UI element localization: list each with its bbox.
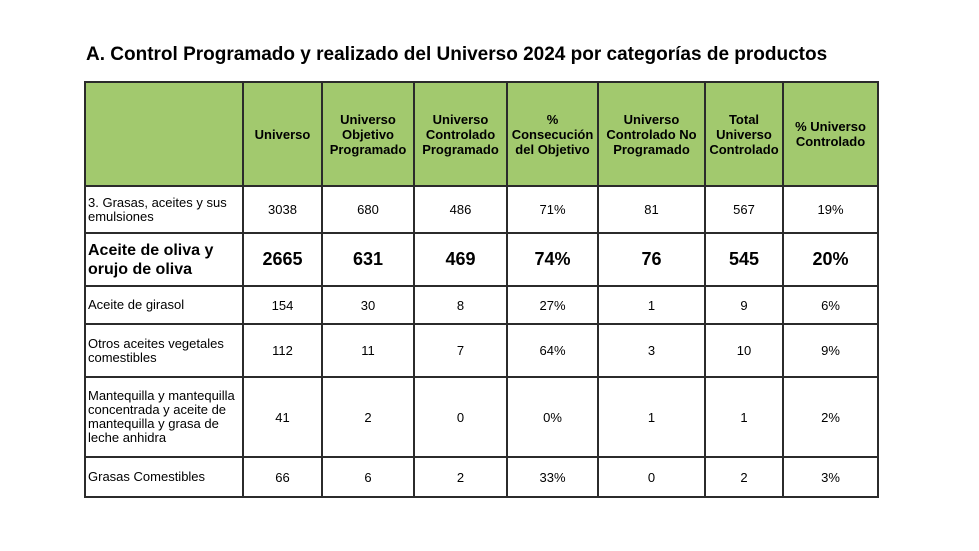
cell: 9 bbox=[704, 285, 784, 325]
cell: 567 bbox=[704, 185, 784, 234]
header-controlado-programado: Universo Controlado Programado bbox=[413, 81, 508, 187]
table-row: Otros aceites vegetales comestibles 112 … bbox=[84, 323, 879, 378]
cell: 6% bbox=[782, 285, 879, 325]
cell: 2% bbox=[782, 376, 879, 458]
cell: 6 bbox=[321, 456, 415, 498]
cell: 2 bbox=[321, 376, 415, 458]
cell: 631 bbox=[321, 232, 415, 287]
data-table: Universo Universo Objetivo Programado Un… bbox=[84, 81, 879, 498]
cell: 71% bbox=[506, 185, 599, 234]
cell: 3% bbox=[782, 456, 879, 498]
table-row: 3. Grasas, aceites y sus emulsiones 3038… bbox=[84, 185, 879, 234]
cell: 2 bbox=[704, 456, 784, 498]
row-label: 3. Grasas, aceites y sus emulsiones bbox=[84, 185, 244, 234]
cell: 7 bbox=[413, 323, 508, 378]
page-title: A. Control Programado y realizado del Un… bbox=[86, 44, 828, 65]
cell: 41 bbox=[242, 376, 323, 458]
cell: 3038 bbox=[242, 185, 323, 234]
table-row-highlighted: Aceite de oliva y orujo de oliva 2665 63… bbox=[84, 232, 879, 287]
cell: 0 bbox=[413, 376, 508, 458]
header-objetivo-programado: Universo Objetivo Programado bbox=[321, 81, 415, 187]
cell: 1 bbox=[704, 376, 784, 458]
cell: 1 bbox=[597, 376, 706, 458]
cell: 19% bbox=[782, 185, 879, 234]
cell: 469 bbox=[413, 232, 508, 287]
cell: 9% bbox=[782, 323, 879, 378]
header-row: Universo Universo Objetivo Programado Un… bbox=[84, 81, 879, 187]
cell: 8 bbox=[413, 285, 508, 325]
header-category bbox=[84, 81, 244, 187]
cell: 0% bbox=[506, 376, 599, 458]
cell: 545 bbox=[704, 232, 784, 287]
cell: 154 bbox=[242, 285, 323, 325]
row-label: Aceite de girasol bbox=[84, 285, 244, 325]
cell: 0 bbox=[597, 456, 706, 498]
cell: 112 bbox=[242, 323, 323, 378]
header-consecucion: % Consecución del Objetivo bbox=[506, 81, 599, 187]
row-label: Mantequilla y mantequilla concentrada y … bbox=[84, 376, 244, 458]
row-label: Otros aceites vegetales comestibles bbox=[84, 323, 244, 378]
cell: 81 bbox=[597, 185, 706, 234]
header-universo: Universo bbox=[242, 81, 323, 187]
cell: 2665 bbox=[242, 232, 323, 287]
cell: 64% bbox=[506, 323, 599, 378]
cell: 680 bbox=[321, 185, 415, 234]
table-row: Mantequilla y mantequilla concentrada y … bbox=[84, 376, 879, 458]
cell: 2 bbox=[413, 456, 508, 498]
cell: 1 bbox=[597, 285, 706, 325]
header-pct-controlado: % Universo Controlado bbox=[782, 81, 879, 187]
cell: 3 bbox=[597, 323, 706, 378]
table-row: Grasas Comestibles 66 6 2 33% 0 2 3% bbox=[84, 456, 879, 498]
header-controlado-no-programado: Universo Controlado No Programado bbox=[597, 81, 706, 187]
cell: 11 bbox=[321, 323, 415, 378]
table-row: Aceite de girasol 154 30 8 27% 1 9 6% bbox=[84, 285, 879, 325]
header-total-controlado: Total Universo Controlado bbox=[704, 81, 784, 187]
cell: 10 bbox=[704, 323, 784, 378]
cell: 74% bbox=[506, 232, 599, 287]
cell: 30 bbox=[321, 285, 415, 325]
cell: 27% bbox=[506, 285, 599, 325]
row-label: Grasas Comestibles bbox=[84, 456, 244, 498]
cell: 33% bbox=[506, 456, 599, 498]
row-label: Aceite de oliva y orujo de oliva bbox=[84, 232, 244, 287]
cell: 76 bbox=[597, 232, 706, 287]
cell: 66 bbox=[242, 456, 323, 498]
cell: 486 bbox=[413, 185, 508, 234]
cell: 20% bbox=[782, 232, 879, 287]
